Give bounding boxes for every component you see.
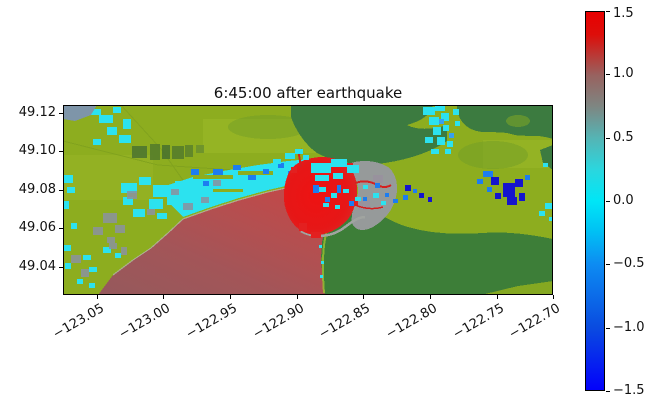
x-tick-mark <box>430 295 431 299</box>
upland-olive-spot <box>506 115 530 127</box>
x-tick-label: −122.75 <box>450 301 507 343</box>
colorbar-tick-label: 1.0 <box>613 66 634 81</box>
flooded-cells-north <box>423 105 460 154</box>
deep-negative-cells <box>405 177 525 205</box>
x-tick-mark <box>553 295 554 299</box>
map-canvas <box>63 105 553 295</box>
x-tick-label: −123.05 <box>50 301 107 343</box>
x-tick-mark <box>297 295 298 299</box>
flooded-cells-west <box>63 107 189 288</box>
colorbar-tick-mark <box>606 74 610 75</box>
x-tick-mark <box>363 295 364 299</box>
colorbar-tick-label: −1.5 <box>613 383 645 398</box>
land-light-patch <box>63 155 153 200</box>
y-tick-label: 49.10 <box>18 143 56 158</box>
y-tick-label: 49.04 <box>18 259 56 274</box>
colorbar-tick-label: −0.5 <box>613 256 645 271</box>
colorbar-tick-mark <box>606 138 610 139</box>
farm-fields <box>132 144 204 160</box>
colorbar-gradient <box>586 12 604 390</box>
coast-specks-south <box>319 245 324 278</box>
x-tick-mark <box>97 295 98 299</box>
land-transition <box>228 115 308 139</box>
y-tick-mark <box>59 113 63 114</box>
colorbar <box>585 11 605 391</box>
x-tick-mark <box>497 295 498 299</box>
y-tick-label: 49.08 <box>18 182 56 197</box>
flooded-cells-mudbay <box>273 149 359 181</box>
tidal-flats-purple <box>358 175 383 210</box>
axes-frame <box>63 105 553 295</box>
y-tick-label: 49.06 <box>18 220 56 235</box>
slate-cells-west <box>71 180 221 277</box>
blue-cells-north <box>439 119 454 138</box>
strait-water <box>98 181 325 295</box>
flooded-cells-east <box>318 185 386 209</box>
colorbar-tick-label: 0.5 <box>613 130 634 145</box>
map-axes <box>63 105 553 295</box>
y-tick-mark <box>59 190 63 191</box>
upland-south <box>321 209 553 295</box>
colorbar-tick-label: −1.0 <box>613 320 645 335</box>
colorbar-tick-label: 0.0 <box>613 193 634 208</box>
y-tick-mark <box>59 228 63 229</box>
x-tick-label: −122.80 <box>383 301 440 343</box>
colorbar-tick-mark <box>606 328 610 329</box>
x-tick-label: −123.00 <box>116 301 173 343</box>
slate-patch-topleft <box>63 105 97 121</box>
upland-north-east <box>457 105 553 139</box>
colorbar-tick-mark <box>606 11 610 12</box>
colorbar-tick-label: 1.5 <box>613 6 634 21</box>
chart-title: 6:45:00 after earthquake <box>213 84 403 102</box>
upland-east-edge <box>540 145 553 170</box>
flooded-cells-right-edge <box>539 163 553 221</box>
x-tick-mark <box>163 295 164 299</box>
upland-north-center <box>291 105 447 165</box>
negative-cells-east <box>313 171 530 206</box>
x-tick-label: −122.85 <box>316 301 373 343</box>
x-tick-label: −122.95 <box>183 301 240 343</box>
x-tick-label: −122.90 <box>250 301 307 343</box>
land-transition <box>458 141 528 169</box>
y-tick-mark <box>59 151 63 152</box>
colorbar-tick-mark <box>606 201 610 202</box>
x-tick-mark <box>230 295 231 299</box>
coastline <box>112 185 296 276</box>
colorbar-tick-mark <box>606 391 610 392</box>
y-tick-label: 49.12 <box>18 105 56 120</box>
x-tick-label: −122.70 <box>506 301 563 343</box>
y-tick-mark <box>59 267 63 268</box>
upland-olive-wedge <box>481 281 553 295</box>
colorbar-tick-mark <box>606 264 610 265</box>
